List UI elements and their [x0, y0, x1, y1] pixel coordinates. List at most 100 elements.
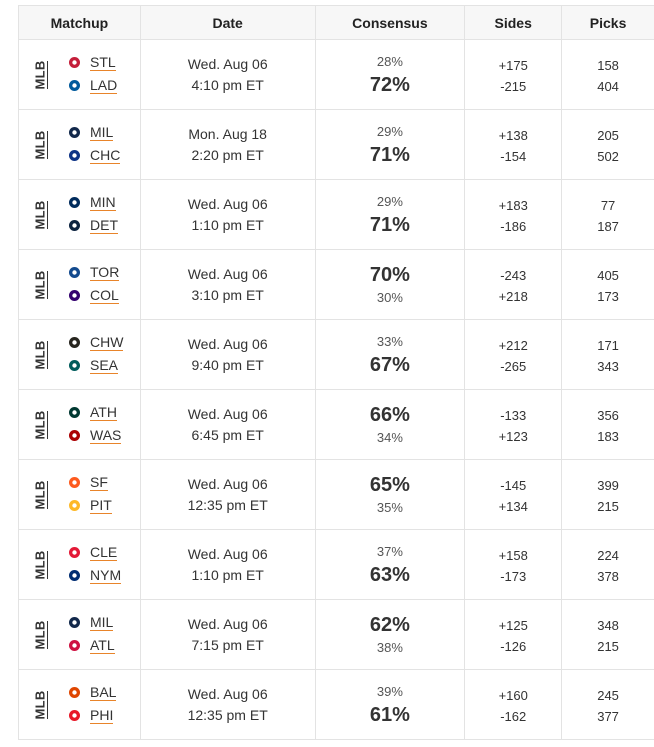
sides-cell: -133 +123	[465, 390, 563, 459]
away-team: STL	[67, 52, 117, 73]
matchup-cell: MLB MIL CHC	[19, 110, 141, 179]
picks-cell: 348 215	[562, 600, 654, 669]
consensus-cell: 65% 35%	[316, 460, 466, 529]
table-row[interactable]: MLB STL LAD Wed. Aug 06 4:10 pm ET 28% 72% +175…	[19, 40, 654, 110]
home-consensus: 63%	[369, 563, 410, 586]
table-row[interactable]: MLB CLE NYM Wed. Aug 06 1:10 pm ET 37% 63% +158…	[19, 530, 654, 600]
date-cell: Wed. Aug 06 3:10 pm ET	[141, 250, 316, 319]
home-consensus: 35%	[376, 499, 403, 515]
away-picks: 348	[597, 617, 619, 633]
matchup-cell: MLB TOR COL	[19, 250, 141, 319]
team-link[interactable]: CLE	[90, 543, 118, 561]
team-link[interactable]: NYM	[90, 566, 122, 584]
home-team: PHI	[67, 705, 116, 726]
away-team: CLE	[67, 542, 121, 563]
team-link[interactable]: MIL	[90, 613, 114, 631]
team-link[interactable]: DET	[90, 216, 118, 234]
team-logo-icon	[67, 639, 81, 653]
team-link[interactable]: COL	[90, 286, 119, 304]
home-picks: 343	[597, 358, 619, 374]
team-link[interactable]: MIN	[90, 193, 116, 211]
team-link[interactable]: PHI	[90, 706, 114, 724]
away-odds: +212	[498, 337, 528, 353]
table-row[interactable]: MLB SF PIT Wed. Aug 06 12:35 pm ET 65% 35% -145…	[19, 460, 654, 530]
league-divider	[47, 270, 48, 299]
game-time: 3:10 pm ET	[191, 286, 264, 303]
team-logo-icon	[67, 196, 81, 210]
matchup-cell: MLB MIL ATL	[19, 600, 141, 669]
game-date: Wed. Aug 06	[187, 615, 268, 632]
league-label: MLB	[32, 409, 48, 440]
home-team: DET	[67, 215, 118, 236]
team-link[interactable]: ATL	[90, 636, 115, 654]
team-link[interactable]: PIT	[90, 496, 112, 514]
away-consensus: 28%	[376, 53, 403, 69]
header-sides[interactable]: Sides	[465, 6, 563, 39]
team-logo-icon	[67, 266, 81, 280]
team-link[interactable]: STL	[90, 53, 116, 71]
game-time: 4:10 pm ET	[191, 76, 264, 93]
date-cell: Wed. Aug 06 7:15 pm ET	[141, 600, 316, 669]
teams: BAL PHI	[67, 682, 117, 728]
date-cell: Wed. Aug 06 6:45 pm ET	[141, 390, 316, 459]
home-consensus: 67%	[369, 353, 410, 376]
team-link[interactable]: LAD	[90, 76, 118, 94]
matchup-cell: MLB MIN DET	[19, 180, 141, 249]
league-divider	[47, 480, 48, 509]
away-odds: +125	[498, 617, 528, 633]
team-link[interactable]: TOR	[90, 263, 120, 281]
league-label: MLB	[32, 59, 48, 90]
game-time: 6:45 pm ET	[191, 426, 264, 443]
team-link[interactable]: ATH	[90, 403, 117, 421]
team-link[interactable]: CHW	[90, 333, 124, 351]
home-odds: -126	[500, 638, 527, 654]
table-row[interactable]: MLB MIL ATL Wed. Aug 06 7:15 pm ET 62% 38% +125…	[19, 600, 654, 670]
table-row[interactable]: MLB CHW SEA Wed. Aug 06 9:40 pm ET 33% 67% +212…	[19, 320, 654, 390]
home-team: CHC	[67, 145, 121, 166]
game-time: 2:20 pm ET	[191, 146, 264, 163]
away-picks: 77	[600, 197, 616, 213]
home-odds: +134	[498, 498, 528, 514]
league-divider	[47, 340, 48, 369]
matchup-cell: MLB ATH WAS	[19, 390, 141, 459]
header-consensus[interactable]: Consensus	[316, 6, 466, 39]
team-logo-icon	[67, 616, 81, 630]
team-link[interactable]: CHC	[90, 146, 121, 164]
consensus-cell: 33% 67%	[316, 320, 466, 389]
teams: MIN DET	[67, 192, 118, 238]
table-row[interactable]: MLB MIN DET Wed. Aug 06 1:10 pm ET 29% 71% +183…	[19, 180, 654, 250]
consensus-cell: 28% 72%	[316, 40, 466, 109]
date-cell: Wed. Aug 06 4:10 pm ET	[141, 40, 316, 109]
team-logo-icon	[67, 546, 81, 560]
team-link[interactable]: WAS	[90, 426, 122, 444]
header-date[interactable]: Date	[141, 6, 316, 39]
home-consensus: 38%	[376, 639, 403, 655]
team-logo-icon	[67, 476, 81, 490]
team-logo-icon	[67, 429, 81, 443]
picks-cell: 405 173	[562, 250, 654, 319]
date-cell: Wed. Aug 06 1:10 pm ET	[141, 180, 316, 249]
table-row[interactable]: MLB MIL CHC Mon. Aug 18 2:20 pm ET 29% 71% +138…	[19, 110, 654, 180]
picks-cell: 171 343	[562, 320, 654, 389]
team-link[interactable]: SF	[90, 473, 108, 491]
team-logo-icon	[67, 336, 81, 350]
date-cell: Wed. Aug 06 9:40 pm ET	[141, 320, 316, 389]
home-picks: 187	[597, 218, 619, 234]
away-odds: +158	[498, 547, 528, 563]
league-divider	[47, 410, 48, 439]
team-link[interactable]: BAL	[90, 683, 117, 701]
header-matchup[interactable]: Matchup	[19, 6, 141, 39]
team-link[interactable]: MIL	[90, 123, 114, 141]
away-consensus: 70%	[369, 263, 410, 286]
league-label: MLB	[32, 199, 48, 230]
away-odds: +175	[498, 57, 528, 73]
home-consensus: 30%	[376, 289, 403, 305]
table-row[interactable]: MLB TOR COL Wed. Aug 06 3:10 pm ET 70% 30% -243…	[19, 250, 654, 320]
team-link[interactable]: SEA	[90, 356, 119, 374]
game-date: Wed. Aug 06	[187, 475, 268, 492]
table-row[interactable]: MLB BAL PHI Wed. Aug 06 12:35 pm ET 39% 61% +16…	[19, 670, 654, 740]
header-picks[interactable]: Picks	[589, 14, 627, 31]
away-odds: -145	[500, 477, 527, 493]
sides-cell: +183 -186	[465, 180, 563, 249]
table-row[interactable]: MLB ATH WAS Wed. Aug 06 6:45 pm ET 66% 34% -133…	[19, 390, 654, 460]
